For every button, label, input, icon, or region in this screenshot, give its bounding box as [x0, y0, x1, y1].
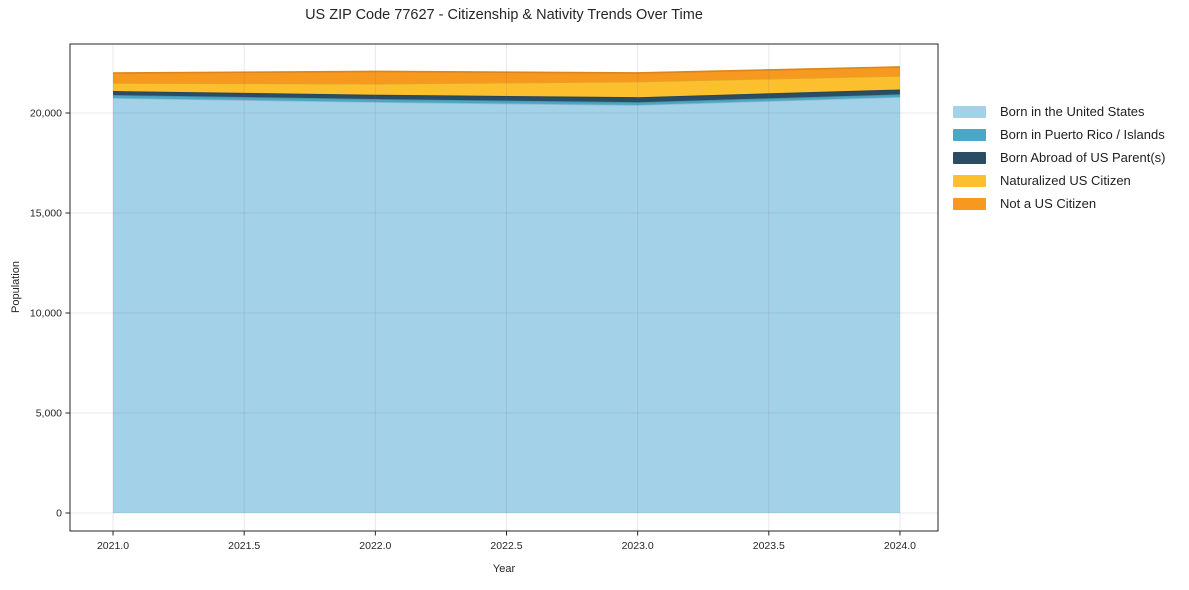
legend-item-born-abroad-of-us-parent-s: Born Abroad of US Parent(s): [953, 150, 1166, 165]
area-not-a-us-citizen: [113, 66, 900, 84]
y-tick-label: 5,000: [36, 408, 62, 420]
x-tick-label: 2021.5: [228, 540, 260, 552]
legend-label: Born in the United States: [1000, 104, 1145, 119]
legend-label: Naturalized US Citizen: [1000, 173, 1131, 188]
legend-item-born-in-puerto-rico-islands: Born in Puerto Rico / Islands: [953, 127, 1165, 142]
plot-border: [69, 43, 939, 532]
legend-swatch-born-abroad-of-us-parent-s: [953, 152, 986, 164]
legend-swatch-not-a-us-citizen: [953, 198, 986, 210]
legend-item-born-in-the-united-states: Born in the United States: [953, 104, 1165, 119]
area-naturalized-us-citizen: [113, 75, 900, 98]
legend-swatch-born-in-the-united-states: [953, 106, 986, 118]
x-tick-label: 2023.0: [622, 540, 654, 552]
y-axis-label: Population: [10, 261, 22, 313]
x-tick-label: 2023.5: [753, 540, 785, 552]
x-tick-label: 2022.5: [490, 540, 522, 552]
area-born-in-puerto-rico-islands: [113, 94, 900, 105]
x-axis-label: Year: [492, 563, 516, 575]
x-tick-label: 2022.0: [359, 540, 391, 552]
chart-title: US ZIP Code 77627 - Citizenship & Nativi…: [305, 7, 703, 23]
y-tick-label: 0: [56, 508, 62, 520]
legend-swatch-naturalized-us-citizen: [953, 175, 986, 187]
area-born-in-the-united-states: [113, 97, 900, 513]
legend-item-naturalized-us-citizen: Naturalized US Citizen: [953, 173, 1165, 188]
legend-label: Born Abroad of US Parent(s): [1000, 150, 1166, 165]
y-tick-label: 10,000: [30, 308, 62, 320]
area-born-abroad-of-us-parent-s: [113, 89, 900, 103]
legend-label: Born in Puerto Rico / Islands: [1000, 127, 1165, 142]
y-tick-label: 20,000: [30, 108, 62, 120]
x-tick-label: 2024.0: [884, 540, 916, 552]
x-tick-label: 2021.0: [97, 540, 129, 552]
legend-label: Not a US Citizen: [1000, 196, 1097, 211]
legend-swatch-born-in-puerto-rico-islands: [953, 129, 986, 141]
legend: Born in the United States Born in Puerto …: [953, 104, 1166, 211]
y-tick-label: 15,000: [30, 208, 62, 220]
area-edge-not-a-us-citizen: [113, 66, 900, 74]
legend-item-not-a-us-citizen: Not a US Citizen: [953, 196, 1165, 211]
